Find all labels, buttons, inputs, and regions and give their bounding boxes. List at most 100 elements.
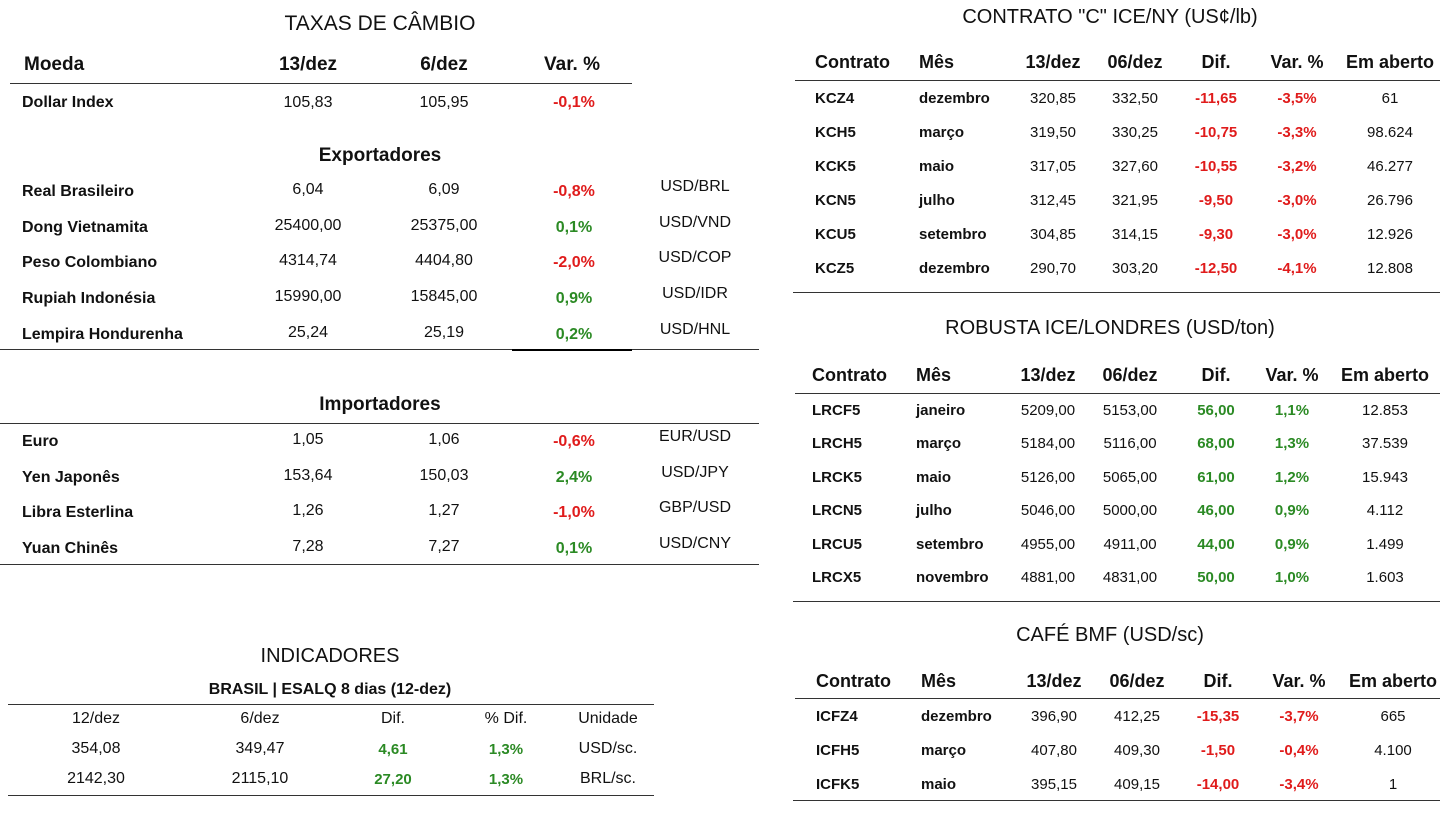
contract-var: -3,0% (1277, 226, 1317, 243)
contract-month: julho (916, 502, 952, 520)
exportadores-divider (0, 349, 512, 350)
contract-month: março (919, 124, 965, 141)
dollar-index-d1: 105,83 (283, 94, 333, 111)
contract-open-interest: 61 (1381, 90, 1399, 107)
indicadores-title: INDICADORES (260, 645, 400, 667)
header-var: Var. % (1270, 52, 1324, 72)
contract-var: -3,7% (1279, 708, 1319, 725)
currency-pair: USD/BRL (660, 178, 730, 195)
contract-dif: 56,00 (1197, 402, 1235, 419)
contract-dif: -9,30 (1198, 226, 1234, 243)
contract-d1: 5126,00 (1020, 468, 1076, 486)
currency-pair: USD/IDR (662, 285, 728, 303)
contract-var: -4,1% (1277, 260, 1317, 277)
currency-var: 0,1% (555, 540, 593, 558)
contract-var: 1,0% (1274, 569, 1310, 586)
ind-header-d1: 12/dez (71, 710, 121, 727)
contract-dif: 50,00 (1197, 569, 1235, 586)
header-date-2: 06/dez (1107, 52, 1163, 72)
currency-var: -0,8% (553, 183, 595, 200)
header-dif: Dif. (1201, 52, 1231, 72)
header-contrato: Contrato (815, 52, 890, 72)
contract-var: -3,3% (1277, 124, 1317, 141)
header-date-1: 13/dez (1020, 365, 1076, 385)
contract-d1: 5184,00 (1020, 435, 1076, 453)
currency-var: -0,6% (553, 433, 595, 450)
contract-d1: 407,80 (1031, 742, 1077, 759)
contract-open-interest: 12.926 (1367, 226, 1413, 243)
currency-name: Yuan Chinês (22, 540, 119, 558)
ind-pdif: 1,3% (488, 771, 524, 788)
currency-d1: 15990,00 (274, 288, 342, 306)
header-date-2: 6/dez (420, 54, 468, 75)
indicadores-subtitle: BRASIL | ESALQ 8 dias (12-dez) (208, 681, 452, 698)
header-date-1: 13/dez (1026, 671, 1082, 691)
currency-d2: 25,19 (423, 323, 465, 341)
currency-var: 2,4% (555, 468, 593, 486)
contract-code: KCN5 (815, 192, 856, 209)
contract-dif: -14,00 (1196, 776, 1240, 793)
currency-d1: 6,04 (292, 181, 324, 198)
header-dif: Dif. (1201, 365, 1231, 385)
contract-code: KCH5 (815, 124, 856, 141)
currency-name: Yen Japonês (22, 468, 120, 486)
contract-code: ICFH5 (816, 742, 860, 759)
contract-var: 1,3% (1274, 435, 1310, 453)
header-divider (10, 83, 632, 84)
ind-header-unidade: Unidade (578, 710, 638, 727)
contract-month: dezembro (919, 260, 990, 277)
ind-unidade: USD/sc. (578, 740, 638, 757)
contract-d1: 4881,00 (1020, 569, 1076, 586)
ind-header-pdif: % Dif. (484, 710, 528, 727)
contract-open-interest: 26.796 (1367, 192, 1413, 209)
contract-code: ICFZ4 (816, 708, 858, 725)
currency-pair: USD/JPY (661, 463, 729, 481)
importadores-top-divider (0, 423, 759, 424)
contract-d1: 5209,00 (1020, 402, 1076, 419)
currency-d2: 1,06 (428, 431, 460, 448)
currency-name: Peso Colombiano (22, 254, 158, 272)
header-em-aberto: Em aberto (1340, 365, 1430, 385)
contract-open-interest: 1 (1388, 776, 1398, 793)
contract-month: maio (919, 158, 955, 175)
contract-code: LRCK5 (812, 468, 863, 486)
importadores-divider (0, 564, 759, 565)
contract-dif: -15,35 (1196, 708, 1240, 725)
futures-bottom-divider (793, 292, 1440, 293)
contract-var: -0,4% (1279, 742, 1319, 759)
contract-var: 0,9% (1274, 502, 1310, 520)
currency-pair: GBP/USD (658, 499, 731, 517)
contract-code: LRCH5 (812, 435, 863, 453)
contract-code: KCU5 (815, 226, 856, 243)
futures-bottom-divider (793, 800, 1440, 801)
indicadores-bottom-divider (8, 795, 654, 796)
currency-pair: EUR/USD (658, 428, 731, 445)
contract-open-interest: 4.112 (1366, 502, 1404, 520)
header-var: Var. % (1272, 671, 1326, 691)
header-em-aberto: Em aberto (1348, 671, 1438, 691)
currency-pair: USD/COP (658, 249, 732, 267)
currency-d2: 25375,00 (410, 216, 478, 234)
ind-dif: 27,20 (374, 771, 412, 788)
contract-month: novembro (916, 569, 989, 586)
contract-d2: 5065,00 (1102, 468, 1158, 486)
ind-d1: 354,08 (71, 740, 121, 757)
currency-var: 0,9% (555, 290, 593, 308)
contract-d2: 412,25 (1114, 708, 1160, 725)
contract-d1: 290,70 (1030, 260, 1076, 277)
contract-d2: 409,15 (1114, 776, 1160, 793)
contract-d2: 5000,00 (1102, 502, 1158, 520)
cambio-title: TAXAS DE CÂMBIO (284, 12, 476, 35)
contract-dif: -9,50 (1198, 192, 1234, 209)
contract-dif: -12,50 (1194, 260, 1238, 277)
contract-month: julho (919, 192, 955, 209)
contract-d1: 304,85 (1030, 226, 1076, 243)
exportadores-divider-right (632, 349, 759, 350)
header-var: Var. % (544, 54, 600, 75)
currency-var: -2,0% (553, 254, 595, 272)
currency-d1: 1,05 (292, 431, 324, 448)
contract-d1: 395,15 (1031, 776, 1077, 793)
contract-dif: -11,65 (1195, 90, 1237, 107)
contract-month: setembro (919, 226, 987, 243)
contract-dif: -10,55 (1194, 158, 1238, 175)
